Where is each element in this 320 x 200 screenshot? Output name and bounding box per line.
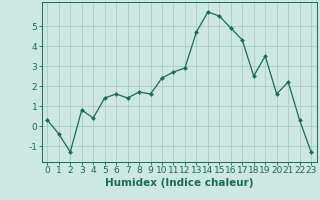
X-axis label: Humidex (Indice chaleur): Humidex (Indice chaleur) bbox=[105, 178, 253, 188]
